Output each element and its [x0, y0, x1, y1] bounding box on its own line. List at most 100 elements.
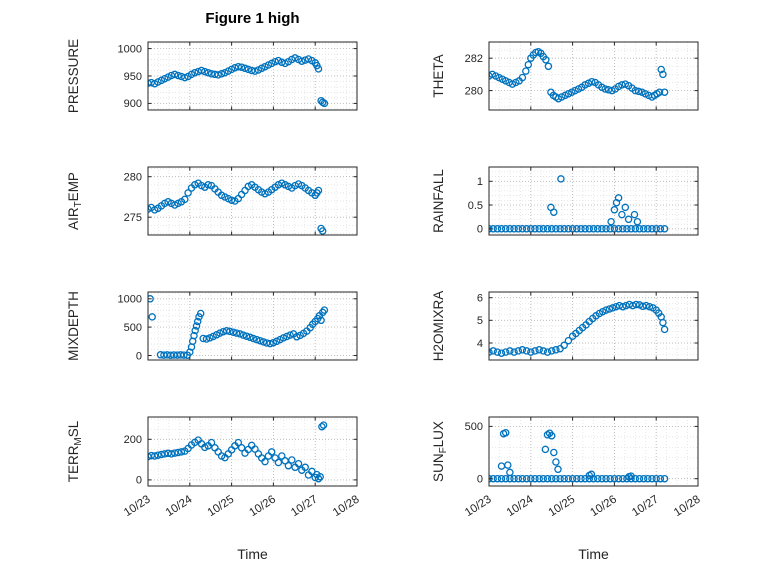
ytick-label: 0 [136, 475, 142, 487]
data-point [547, 432, 556, 440]
ytick-label: 950 [124, 71, 142, 83]
data-point [587, 470, 596, 479]
data-point [314, 474, 323, 483]
data-point [598, 225, 606, 233]
data-point [660, 88, 669, 96]
xtick-label: 10/24 [505, 493, 536, 519]
tick-labels: 4 5 6 [477, 293, 483, 350]
subplot-theta: 280 282 THETA [431, 41, 699, 111]
terrmsl-points [147, 421, 328, 483]
data-point [660, 325, 669, 334]
data-point [527, 348, 535, 356]
data-point [543, 348, 552, 356]
data-point [167, 450, 176, 458]
xtick-label: 10/26 [588, 493, 619, 519]
subplot-pressure: 900 950 1000 PRESSURE [66, 39, 358, 113]
data-point [535, 346, 543, 354]
data-point [493, 474, 502, 483]
data-point [171, 70, 179, 79]
data-point [318, 227, 327, 235]
data-point [298, 57, 306, 65]
data-point [522, 67, 530, 75]
data-point [659, 318, 667, 327]
axes-box [488, 416, 699, 487]
tick-labels: 0 500 1000 [118, 294, 142, 363]
data-point [552, 458, 560, 466]
data-point [552, 346, 560, 354]
pressure-points [147, 54, 329, 108]
ytick-label: 200 [124, 434, 142, 446]
data-point [294, 459, 303, 468]
data-point [510, 474, 518, 483]
data-point [573, 474, 581, 483]
tick-labels: 900 950 1000 [118, 43, 142, 110]
tick-marks [147, 167, 358, 235]
data-point [552, 474, 560, 483]
ytick-label: 0.5 [468, 200, 483, 212]
data-point [234, 62, 243, 71]
data-point [645, 302, 654, 311]
ytick-label: 1 [477, 176, 483, 188]
data-point [252, 335, 261, 344]
data-point [659, 70, 667, 79]
data-point [501, 348, 510, 356]
terrmsl-ylabel: TERRMSL [66, 420, 84, 482]
data-point [489, 347, 497, 355]
theta-ylabel: THETA [431, 54, 446, 97]
data-point [660, 474, 669, 483]
data-point [318, 422, 326, 431]
data-point [608, 304, 617, 312]
axes-box [147, 291, 358, 361]
data-point [581, 225, 589, 233]
ytick-label: 275 [124, 212, 142, 224]
data-point [543, 431, 552, 439]
ytick-label: 5 [477, 315, 483, 327]
subplot-terrmsl: 0 200 10/23 10/24 10/25 10/26 10/27 10/28 TERRMS… [66, 416, 362, 519]
data-point [588, 77, 596, 86]
data-point [606, 474, 614, 483]
data-point [506, 468, 514, 477]
data-point [631, 86, 640, 95]
subplot-sunflux: 0 500 10/23 10/24 10/25 10/26 10/27 10/28 SUNFLU… [431, 416, 703, 519]
data-point [501, 474, 510, 483]
subplot-rainfall: 0 0.5 1 RAINFALL [431, 166, 699, 236]
data-point [497, 474, 506, 483]
ytick-label: 280 [465, 85, 483, 97]
data-point [621, 203, 630, 212]
ytick-label: 500 [124, 322, 142, 334]
data-point [157, 450, 166, 459]
data-point [274, 458, 283, 467]
data-point [301, 463, 309, 472]
data-point [527, 474, 535, 483]
data-point [564, 336, 573, 345]
data-point [518, 73, 527, 82]
data-point [501, 225, 510, 233]
data-point [585, 225, 594, 233]
data-point [635, 225, 644, 233]
rainfall-ylabel: RAINFALL [431, 169, 446, 233]
data-point [531, 225, 539, 233]
axes-box [147, 416, 358, 487]
data-point [267, 448, 276, 456]
data-point [242, 332, 251, 340]
data-point [320, 306, 329, 314]
sunflux-points [488, 428, 669, 483]
data-point [148, 313, 156, 321]
data-point [585, 474, 594, 483]
data-point [497, 225, 506, 233]
data-point [593, 225, 602, 233]
ytick-label: 500 [465, 421, 483, 433]
ytick-label: 0 [477, 224, 483, 236]
data-point [547, 347, 556, 355]
data-point [564, 225, 573, 233]
data-point [504, 461, 512, 469]
data-point [232, 329, 241, 337]
sunflux-ylabel: SUNFLUX [431, 421, 449, 482]
data-point [506, 225, 514, 233]
axes-box [488, 166, 699, 236]
data-point [560, 341, 568, 350]
data-point [201, 67, 209, 76]
data-point [180, 351, 188, 359]
xtick-label: 10/25 [547, 493, 578, 519]
data-point [602, 225, 610, 233]
